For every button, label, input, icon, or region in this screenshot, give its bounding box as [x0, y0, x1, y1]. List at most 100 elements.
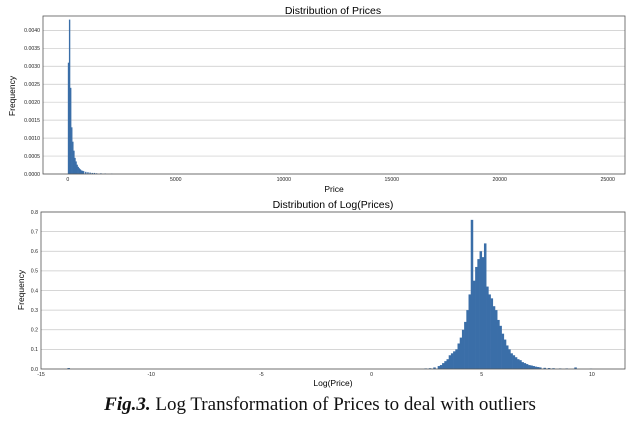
chart-title: Distribution of Prices [285, 5, 381, 17]
histogram-bar [448, 355, 452, 369]
histogram-bar [73, 150, 75, 174]
histogram-bar [521, 362, 524, 369]
x-axis-label: Price [324, 184, 344, 194]
histogram-bar [503, 339, 507, 369]
histogram-bar [477, 259, 480, 369]
histogram-bar [433, 367, 436, 369]
histogram-bar [437, 366, 441, 369]
histogram-bar [468, 294, 472, 369]
y-tick-label: 0.5 [31, 269, 38, 275]
x-tick-label: 10 [589, 372, 595, 378]
x-tick-label: 15000 [385, 177, 400, 183]
axes-frame [42, 15, 626, 175]
y-tick-label: 0.1 [31, 347, 38, 353]
histogram-bar [483, 243, 487, 369]
histogram-bar [479, 251, 483, 369]
x-tick-label: 5 [480, 372, 483, 378]
x-tick-label: -10 [147, 372, 155, 378]
y-tick-label: 0.0005 [24, 154, 40, 160]
x-tick-label: 25000 [601, 177, 616, 183]
x-axis-label: Log(Price) [313, 378, 352, 388]
histogram-bar [525, 364, 529, 369]
y-tick-label: 0.6 [31, 249, 38, 255]
histogram-bar [85, 171, 87, 174]
y-tick-label: 0.0040 [24, 28, 40, 34]
histogram-bar [444, 361, 447, 369]
price-histogram: Distribution of Prices 0.0000 0.0005 0.001… [7, 5, 626, 194]
histogram-bar [488, 294, 491, 369]
histogram-bar [466, 310, 469, 369]
histogram-bar [69, 87, 72, 174]
histogram-bar [497, 319, 500, 369]
histogram-bar [67, 368, 70, 369]
histogram-bar [470, 219, 474, 369]
histogram-bar [547, 368, 551, 369]
caption-text: Log Transformation of Prices to deal wit… [150, 394, 536, 415]
histogram-bar [453, 351, 456, 369]
histogram-bar [446, 359, 449, 369]
y-axis-label: Frequency [16, 269, 26, 310]
y-tick-label: 0.0025 [24, 82, 40, 88]
histogram-bar [442, 363, 445, 369]
histogram-bar [505, 345, 509, 369]
histogram-bar [481, 257, 485, 369]
histogram-bar [523, 363, 527, 369]
histogram-bar [439, 365, 443, 369]
y-tick-label: 0.0000 [24, 172, 40, 178]
histogram-bar [77, 166, 79, 174]
x-tick-label: -5 [259, 372, 264, 378]
histogram-bar [501, 333, 505, 369]
y-tick-label: 0.0015 [24, 118, 40, 124]
histogram-bar [78, 168, 81, 174]
y-tick-label: 0.3 [31, 308, 38, 314]
histogram-bar [71, 127, 73, 174]
histogram-bar [79, 169, 82, 174]
figure: Distribution of Prices 0.00000.00050.001… [7, 5, 626, 388]
histogram-bar [67, 62, 70, 174]
y-tick-label: 0.0 [31, 367, 38, 373]
histogram-bar [93, 172, 96, 174]
histogram-bar [514, 357, 518, 369]
y-tick-label: 0.0030 [24, 64, 40, 70]
y-tick-label: 0.7 [31, 229, 38, 235]
y-tick-label: 0.0035 [24, 46, 40, 52]
histogram-bar [519, 360, 522, 369]
histogram-bar [530, 365, 533, 369]
histogram-bar [450, 353, 454, 369]
histogram-bar [74, 157, 76, 174]
y-axis-label: Frequency [7, 75, 17, 116]
histogram-bar [80, 170, 83, 174]
histogram-bar [76, 164, 78, 174]
x-tick-label: 0 [66, 177, 69, 183]
histogram-bar [457, 343, 461, 369]
figure-label: Fig.3. [104, 394, 151, 415]
histogram-bar [508, 349, 511, 369]
y-tick-label: 0.0010 [24, 136, 40, 142]
histogram-bar [464, 321, 467, 369]
histogram-bar [89, 172, 91, 174]
histogram-bar [517, 359, 520, 369]
histogram-bar [534, 366, 538, 369]
histogram-bar [475, 266, 478, 369]
figure-caption: Fig.3. Log Transformation of Prices to d… [0, 394, 640, 416]
histogram-bar [494, 310, 498, 369]
histogram-bar [472, 280, 476, 369]
histogram-bar [532, 366, 535, 369]
x-tick-label: -15 [37, 372, 45, 378]
histogram-bar [82, 171, 85, 174]
histogram-bar [528, 365, 531, 369]
x-tick-label: 20000 [493, 177, 508, 183]
histogram-bar [459, 337, 463, 369]
histogram-bar [486, 286, 489, 369]
histogram-bar [492, 306, 496, 369]
y-tick-label: 0.8 [31, 210, 38, 216]
histogram-bar [499, 325, 502, 369]
x-tick-label: 0 [370, 372, 373, 378]
x-tick-label: 5000 [170, 177, 182, 183]
histogram-bar [91, 172, 93, 174]
histogram-bar [543, 367, 546, 369]
histogram-bar [461, 329, 465, 369]
histogram-bar [75, 161, 77, 174]
histogram-bar [81, 170, 84, 174]
y-tick-label: 0.2 [31, 328, 38, 334]
